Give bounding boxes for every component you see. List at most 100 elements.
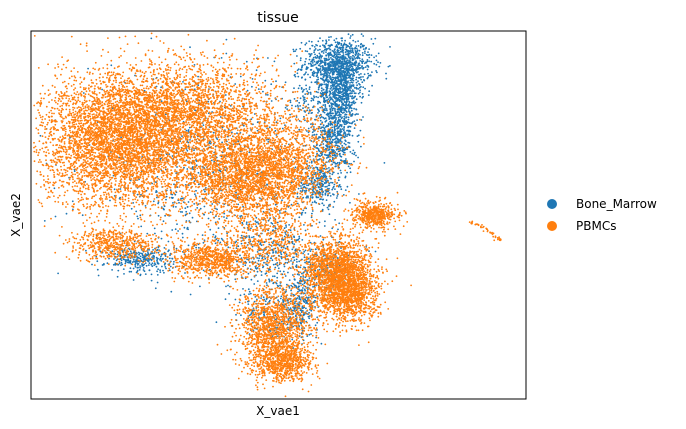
data-point — [156, 274, 159, 276]
data-point — [353, 56, 356, 58]
data-point — [334, 94, 337, 97]
data-point — [303, 256, 306, 259]
data-point — [288, 279, 291, 281]
data-point — [339, 119, 342, 121]
data-point — [308, 88, 311, 90]
data-point — [361, 52, 364, 54]
data-point — [65, 122, 68, 125]
data-point — [173, 260, 175, 263]
data-point — [115, 177, 117, 180]
data-point — [274, 227, 277, 229]
data-point — [340, 172, 342, 174]
data-point — [250, 227, 252, 230]
data-point — [322, 65, 324, 67]
data-point — [317, 70, 320, 73]
data-point — [350, 77, 353, 80]
data-point — [320, 56, 323, 59]
data-point — [337, 72, 340, 75]
data-point — [340, 125, 343, 128]
data-point — [367, 76, 369, 79]
data-point — [152, 249, 155, 251]
data-point — [351, 81, 354, 84]
data-point — [335, 37, 338, 40]
data-point — [296, 195, 299, 198]
data-point — [265, 263, 268, 266]
data-point — [314, 63, 317, 66]
data-point — [214, 242, 217, 245]
data-point — [321, 69, 324, 71]
data-point — [350, 109, 353, 112]
data-point — [343, 59, 346, 62]
data-point — [342, 45, 344, 47]
data-point — [282, 300, 285, 303]
data-point — [287, 271, 289, 274]
data-point — [290, 260, 292, 262]
data-point — [48, 119, 51, 122]
data-point — [375, 55, 378, 57]
data-point — [274, 266, 277, 269]
data-point — [360, 101, 363, 104]
data-point — [304, 78, 307, 81]
data-point — [112, 263, 115, 266]
data-point — [342, 69, 345, 72]
data-point — [318, 136, 320, 138]
data-point — [333, 52, 336, 55]
data-point — [305, 84, 307, 87]
data-point — [129, 250, 132, 253]
data-point — [329, 114, 332, 117]
data-point — [314, 48, 317, 50]
data-point — [129, 267, 132, 270]
data-point — [316, 54, 319, 57]
data-point — [248, 290, 251, 293]
data-point — [341, 144, 344, 147]
data-point — [242, 288, 244, 290]
data-point — [325, 39, 327, 42]
data-point — [327, 131, 330, 134]
data-point — [157, 268, 160, 271]
data-point — [215, 321, 218, 324]
data-point — [357, 40, 359, 42]
data-point — [157, 251, 160, 254]
data-point — [302, 252, 304, 255]
data-point — [359, 53, 361, 56]
data-point — [313, 126, 315, 128]
data-point — [312, 75, 315, 77]
data-point — [356, 49, 359, 52]
data-point — [168, 257, 171, 260]
data-point — [294, 166, 297, 169]
data-point — [172, 196, 174, 199]
data-point — [351, 84, 353, 86]
data-point — [370, 54, 373, 56]
data-point — [333, 39, 336, 42]
data-point — [342, 194, 345, 196]
data-point — [344, 51, 347, 54]
data-point — [310, 333, 312, 335]
data-point — [304, 43, 307, 46]
data-point — [310, 123, 312, 125]
data-point — [325, 40, 328, 43]
data-point — [325, 108, 328, 110]
data-point — [350, 45, 352, 47]
data-point — [250, 313, 252, 316]
data-point — [315, 133, 318, 136]
data-point — [80, 90, 83, 93]
data-point — [330, 85, 332, 87]
data-point — [342, 129, 345, 132]
data-point — [359, 45, 362, 48]
data-point — [317, 186, 320, 189]
data-point — [325, 175, 328, 178]
data-point — [358, 73, 360, 76]
data-point — [236, 132, 238, 135]
data-point — [313, 46, 316, 48]
data-point — [331, 67, 334, 70]
data-point — [320, 92, 323, 95]
data-point — [316, 147, 319, 150]
data-point — [285, 226, 288, 228]
data-point — [159, 271, 162, 273]
data-point — [348, 142, 351, 144]
data-point — [332, 61, 335, 63]
data-point — [335, 113, 337, 115]
data-point — [358, 77, 361, 79]
data-point — [234, 298, 237, 301]
data-point — [86, 219, 88, 222]
